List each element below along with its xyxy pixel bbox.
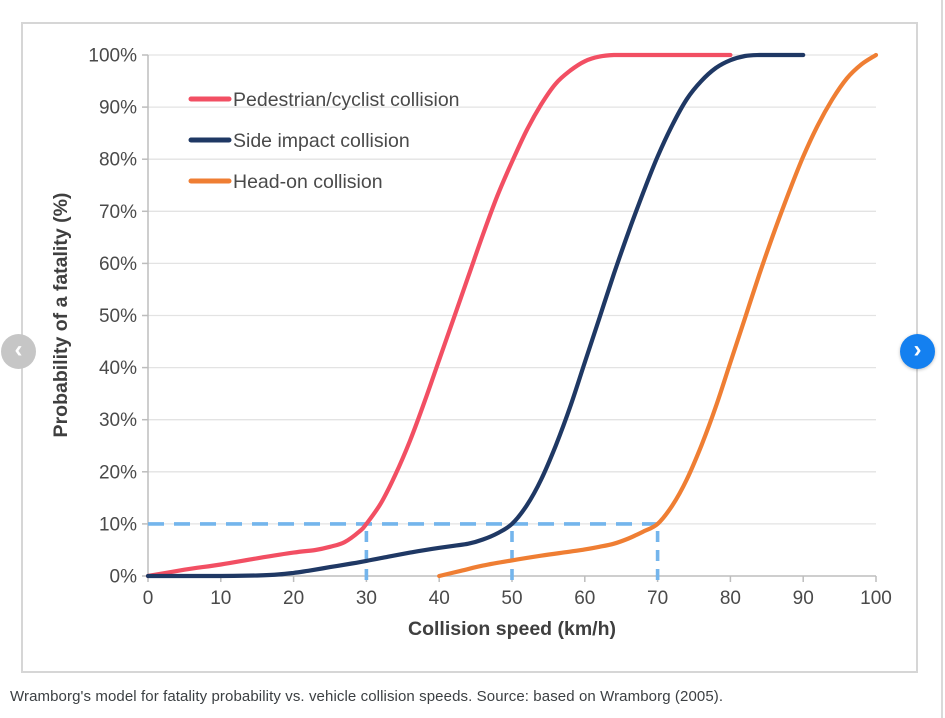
y-tick-label: 60% [99, 254, 137, 275]
x-tick-label: 30 [356, 588, 377, 609]
y-tick-label: 70% [99, 202, 137, 223]
chart-card: 0% 10% 20% 30% 40% 50% 60% 70% 80% 90% 100% 0 10 20 30… [21, 22, 918, 673]
series-line-side-impact-collision [145, 52, 806, 579]
x-tick-label: 50 [501, 588, 522, 609]
y-tick-label: 30% [99, 410, 137, 431]
y-tick-label: 0% [110, 567, 138, 588]
legend-label-head-on-collision: Head-on collision [233, 171, 383, 193]
x-axis-title: Collision speed (km/h) [408, 618, 616, 640]
y-tick-label: 20% [99, 462, 137, 483]
y-tick-label: 10% [99, 514, 137, 535]
legend-label-side-impact-collision: Side impact collision [233, 130, 410, 152]
chevron-right-icon: › [913, 335, 922, 363]
y-tick-label: 90% [99, 98, 137, 119]
x-tick-label: 20 [283, 588, 304, 609]
x-tick-label: 100 [860, 588, 892, 609]
x-tick-label: 60 [574, 588, 595, 609]
y-tick-label: 50% [99, 306, 137, 327]
fatality-probability-chart: 0% 10% 20% 30% 40% 50% 60% 70% 80% 90% 100% 0 10 20 30… [50, 46, 892, 641]
carousel-next-button[interactable]: › [900, 334, 935, 369]
page-right-divider [941, 0, 943, 718]
x-tick-label: 70 [647, 588, 668, 609]
series-line-head-on-collision [437, 52, 879, 579]
x-tick-label: 0 [143, 588, 154, 609]
y-tick-label: 80% [99, 150, 137, 171]
x-tick-label: 40 [429, 588, 450, 609]
x-tick-label: 90 [793, 588, 814, 609]
series-line-pedestrian-cyclist-collision [145, 52, 733, 579]
chevron-left-icon: ‹ [14, 335, 23, 363]
y-tick-label: 40% [99, 358, 137, 379]
x-tick-label: 80 [720, 588, 741, 609]
y-axis-title: Probability of a fatality (%) [50, 193, 72, 438]
carousel-prev-button[interactable]: ‹ [1, 334, 36, 369]
legend-label-pedestrian-cyclist-collision: Pedestrian/cyclist collision [233, 89, 460, 111]
image-caption: Wramborg's model for fatality probabilit… [10, 688, 724, 705]
y-tick-label: 100% [88, 46, 137, 67]
x-tick-label: 10 [210, 588, 231, 609]
